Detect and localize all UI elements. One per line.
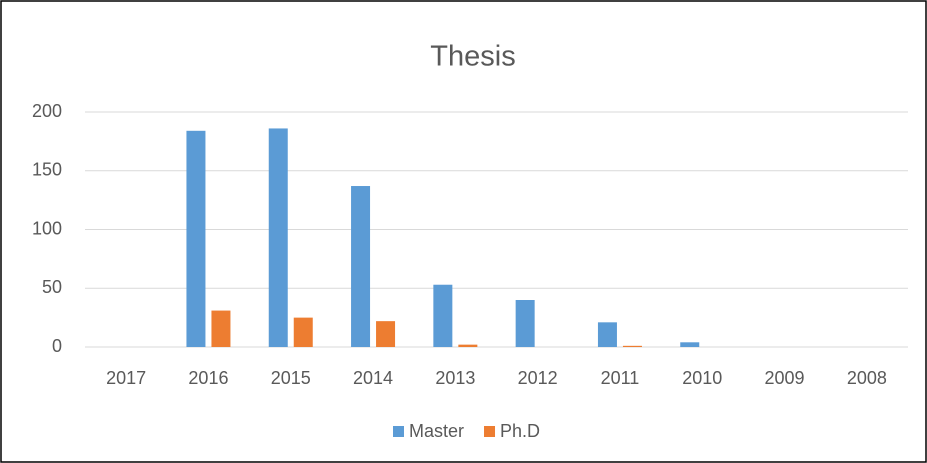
chart-title: Thesis <box>430 41 515 73</box>
y-tick-label: 200 <box>32 101 62 121</box>
legend-label: Master <box>409 421 464 441</box>
x-tick-label: 2014 <box>353 368 393 388</box>
bar <box>268 128 288 347</box>
bar <box>293 317 313 347</box>
y-tick-label: 100 <box>32 218 62 238</box>
x-tick-label: 2008 <box>847 368 887 388</box>
bar <box>211 310 231 347</box>
bar <box>186 130 206 347</box>
x-tick-label: 2012 <box>518 368 558 388</box>
legend-label: Ph.D <box>500 421 540 441</box>
x-tick-label: 2010 <box>682 368 722 388</box>
bar <box>458 344 478 347</box>
x-tick-label: 2017 <box>106 368 146 388</box>
legend-swatch <box>484 426 496 437</box>
x-tick-label: 2011 <box>601 368 640 388</box>
x-tick-label: 2013 <box>435 368 475 388</box>
x-tick-label: 2015 <box>271 368 311 388</box>
bar <box>622 345 642 347</box>
y-tick-label: 150 <box>32 160 62 180</box>
y-tick-label: 50 <box>42 277 62 297</box>
x-tick-label: 2016 <box>188 368 228 388</box>
bar <box>351 186 371 347</box>
bar <box>597 322 617 347</box>
bar <box>376 321 396 347</box>
y-tick-label: 0 <box>52 336 62 356</box>
bar <box>433 284 453 347</box>
bar <box>680 342 700 347</box>
bar <box>515 300 535 347</box>
legend-swatch <box>393 426 404 437</box>
x-tick-label: 2009 <box>765 368 805 388</box>
